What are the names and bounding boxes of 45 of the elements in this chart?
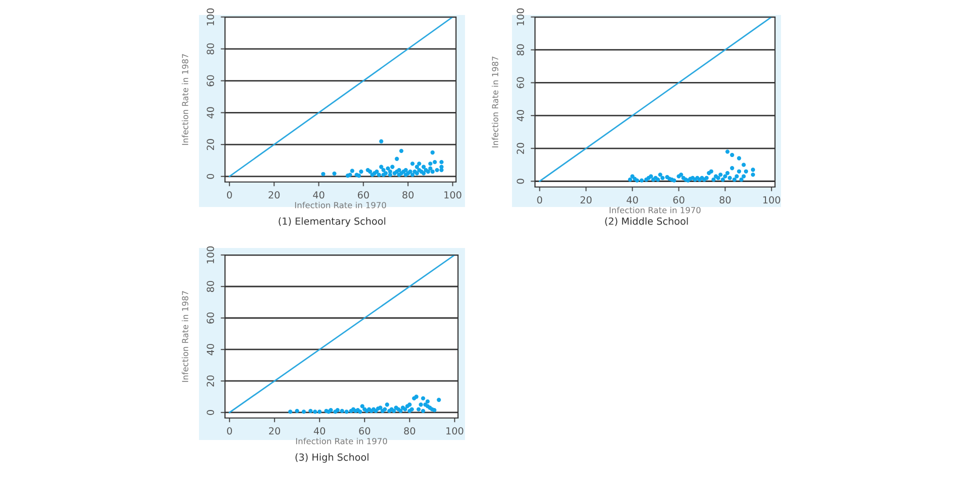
y-tick-label: 40 [516,110,524,122]
x-tick-label: 80 [404,427,416,435]
y-tick-label: 80 [516,44,524,56]
y-tick-label: 80 [206,280,214,292]
text: (1) Elementary School [278,217,386,227]
x-axis-title: Infection Rate in 1970 [296,438,388,444]
x-tick-label: 0 [227,427,232,435]
x-tick-label: 80 [402,191,414,199]
y-axis-title: Infection Rate in 1987 [182,291,188,382]
y-tick-label: 100 [206,246,214,264]
x-axis-title: Infection Rate in 1970 [610,206,701,214]
y-tick-label: 40 [206,344,214,356]
y-tick-label: 100 [206,8,214,26]
y-tick-label: 20 [206,138,214,150]
x-tick-label: 60 [359,427,370,435]
y-tick-label: 40 [206,107,214,118]
x-tick-label: 100 [763,196,780,204]
text: (2) Middle School [605,217,688,226]
x-tick-label: 0 [227,191,232,199]
y-axis-title: Infection Rate in 1987 [492,56,498,148]
y-tick-label: 0 [206,410,214,415]
x-tick-label: 60 [358,191,369,199]
y-tick-label: 60 [206,312,214,324]
y-tick-label: 20 [516,142,524,154]
y-tick-label: 80 [206,43,214,54]
x-tick-label: 100 [446,427,464,435]
y-tick-label: 0 [516,178,524,184]
y-axis-title: Infection Rate in 1987 [182,54,188,145]
x-tick-label: 40 [313,191,324,199]
y-tick-label: 60 [206,75,214,86]
y-tick-label: 100 [516,8,524,26]
y-tick-label: 60 [516,77,524,88]
x-tick-label: 100 [444,191,462,199]
x-tick-label: 40 [314,427,326,435]
y-tick-label: 20 [206,375,214,386]
x-tick-label: 20 [268,191,280,199]
y-tick-label: 0 [206,174,214,179]
text: (3) High School [296,453,368,463]
x-axis-title: Infection Rate in 1970 [295,202,386,208]
x-tick-label: 60 [673,196,684,204]
x-tick-label: 40 [626,196,638,204]
x-tick-label: 20 [269,427,280,435]
x-tick-label: 0 [537,196,542,204]
x-tick-label: 80 [720,196,731,204]
x-tick-label: 20 [580,196,592,204]
